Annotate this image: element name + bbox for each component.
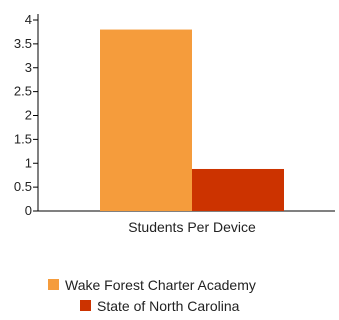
- y-tick-label: 3: [25, 60, 32, 75]
- legend: Wake Forest Charter Academy State of Nort…: [48, 277, 256, 314]
- legend-label: Wake Forest Charter Academy: [65, 277, 256, 293]
- y-tick-label: 4: [25, 12, 32, 27]
- x-category-label: Students Per Device: [128, 219, 256, 235]
- legend-swatch: [80, 300, 91, 311]
- y-tick-label: 1: [25, 155, 32, 170]
- legend-item: Wake Forest Charter Academy: [48, 277, 256, 293]
- bar-wake-forest-charter-academy: [100, 29, 192, 211]
- y-tick-label: 0.5: [14, 179, 32, 194]
- category-labels: Students Per Device: [128, 219, 256, 235]
- y-axis: 0 0.5 1 1.5 2 2.5 3 3.5 4: [14, 12, 39, 218]
- y-tick-label: 2.5: [14, 84, 32, 99]
- bar-state-of-north-carolina: [192, 168, 284, 211]
- y-tick-label: 3.5: [14, 36, 32, 51]
- bars: [100, 29, 284, 211]
- y-tick-label: 1.5: [14, 131, 32, 146]
- legend-label: State of North Carolina: [97, 298, 240, 314]
- y-tick-label: 2: [25, 108, 32, 123]
- y-tick-label: 0: [25, 203, 32, 218]
- legend-swatch: [48, 279, 59, 290]
- legend-item: State of North Carolina: [80, 298, 240, 314]
